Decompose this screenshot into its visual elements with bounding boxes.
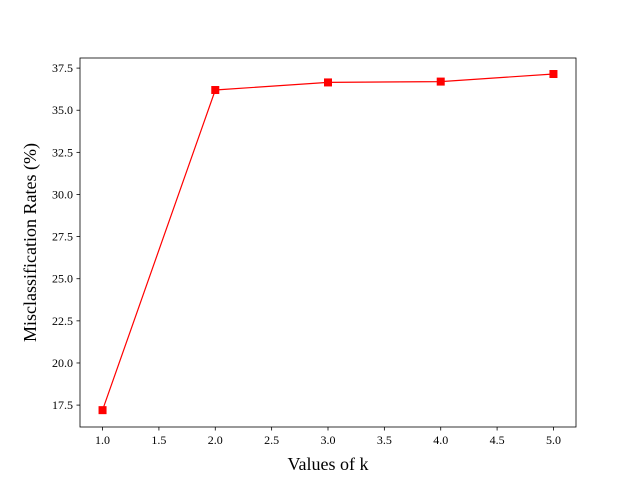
x-tick-label: 2.0 xyxy=(208,433,223,447)
x-tick-label: 4.0 xyxy=(433,433,448,447)
series-layer xyxy=(98,70,558,415)
data-point-marker xyxy=(324,78,332,87)
y-axis-title: Misclassification Rates (%) xyxy=(20,143,41,342)
data-point-marker xyxy=(549,70,558,79)
x-axis-ticks: 1.0 1.5 2.0 2.5 3.0 3.5 4.0 4.5 5.0 xyxy=(95,427,561,447)
x-axis-title: Values of k xyxy=(288,454,369,474)
x-tick-label: 3.0 xyxy=(321,433,336,447)
x-tick-label: 2.5 xyxy=(264,433,279,447)
y-tick-label: 20.0 xyxy=(52,356,73,370)
data-point-marker xyxy=(211,86,220,95)
y-tick-label: 35.0 xyxy=(52,103,73,117)
y-tick-label: 32.5 xyxy=(52,145,73,159)
data-point-marker xyxy=(436,77,445,86)
y-tick-label: 30.0 xyxy=(52,187,73,201)
x-tick-label: 4.5 xyxy=(490,433,505,447)
series-line xyxy=(101,73,554,411)
y-tick-label: 25.0 xyxy=(52,272,73,286)
y-axis-ticks: 17.5 20.0 22.5 25.0 27.5 30.0 32.5 35.0 37.5 xyxy=(52,61,80,412)
y-tick-label: 17.5 xyxy=(52,398,73,412)
x-tick-label: 1.5 xyxy=(151,433,166,447)
data-point-marker xyxy=(98,406,107,415)
plot-area-frame xyxy=(79,57,577,428)
x-tick-label: 3.5 xyxy=(377,433,392,447)
y-tick-label: 22.5 xyxy=(52,314,73,328)
x-tick-label: 5.0 xyxy=(546,433,561,447)
y-tick-label: 37.5 xyxy=(52,61,73,75)
y-tick-label: 27.5 xyxy=(52,230,73,244)
x-tick-label: 1.0 xyxy=(95,433,110,447)
